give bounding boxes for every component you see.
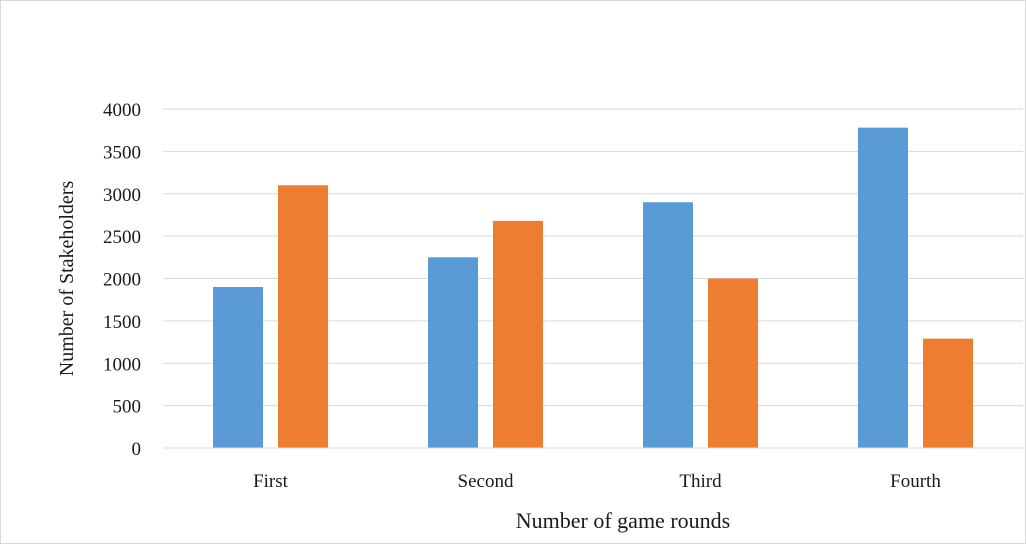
y-tick-label: 2000: [103, 270, 141, 291]
bar-second-series-2: [493, 220, 543, 448]
bar-first-series-2: [278, 185, 328, 448]
y-tick-label: 2500: [103, 227, 141, 248]
x-tick-label: Fourth: [890, 471, 941, 492]
y-axis-ticks: 0 500 1000 1500 2000 2500 3000 3500 4000: [103, 100, 141, 460]
x-tick-label: Second: [458, 471, 514, 492]
x-tick-label: Third: [679, 471, 722, 492]
y-tick-label: 3500: [103, 142, 141, 163]
y-tick-label: 3000: [103, 185, 141, 206]
y-tick-label: 4000: [103, 100, 141, 121]
bar-first-series-1: [213, 286, 263, 448]
bar-third-series-1: [643, 202, 693, 448]
y-axis-title: Number of Stakeholders: [56, 181, 78, 377]
bar-third-series-2: [708, 278, 758, 448]
bars: [213, 127, 973, 449]
y-tick-label: 1500: [103, 312, 141, 333]
bar-second-series-1: [428, 257, 478, 448]
y-tick-label: 1000: [103, 354, 141, 375]
bar-fourth-series-2: [923, 338, 973, 448]
y-tick-label: 0: [132, 439, 142, 460]
y-tick-label: 500: [113, 397, 142, 418]
x-axis-title: Number of game rounds: [516, 508, 730, 533]
x-axis-ticks: First Second Third Fourth: [253, 471, 941, 492]
bar-fourth-series-1: [858, 127, 908, 449]
x-tick-label: First: [253, 471, 289, 492]
